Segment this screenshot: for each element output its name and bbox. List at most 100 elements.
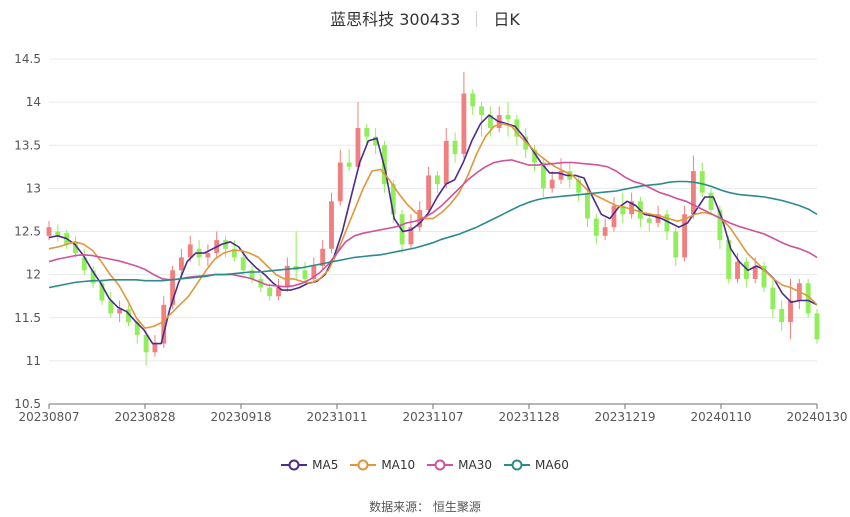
candle-body [602, 227, 608, 236]
ma-lines [48, 114, 818, 345]
candle-body [585, 192, 590, 219]
candle-body [346, 162, 352, 167]
candle-down [470, 89, 476, 116]
candle-up [629, 192, 635, 219]
legend-item-ma60[interactable]: MA60 [504, 458, 569, 472]
candle-up [117, 300, 123, 323]
candle-body [134, 322, 140, 335]
candle-body [117, 309, 123, 314]
candle-body [276, 287, 281, 297]
candle-body [373, 136, 379, 146]
legend-label: MA60 [535, 458, 569, 472]
candle-body [408, 227, 414, 245]
candle-body [593, 218, 599, 236]
legend-item-ma10[interactable]: MA10 [350, 458, 415, 472]
candle-up [355, 102, 361, 172]
legend: MA5 MA10 MA30 MA60 [0, 458, 850, 474]
legend-item-ma5[interactable]: MA5 [281, 458, 338, 472]
candle-up [443, 128, 449, 189]
candle-body [73, 241, 78, 254]
x-tick-label: 20230807 [18, 410, 79, 424]
candle-body [426, 175, 432, 210]
candle-body [461, 93, 467, 154]
candle-body [284, 266, 290, 288]
candle-down [126, 304, 131, 327]
candle-down [346, 149, 352, 172]
candle-down [708, 188, 714, 215]
candle-up [426, 166, 432, 215]
y-tick-label: 14.5 [14, 52, 41, 66]
candle-body [540, 162, 546, 189]
candle-body [99, 283, 105, 301]
candle-body [108, 300, 114, 314]
candle-down [646, 214, 652, 232]
candle-body [223, 240, 228, 249]
ma-line-ma10 [48, 122, 818, 329]
candle-down [90, 266, 96, 288]
x-tick-label: 20230918 [210, 410, 271, 424]
candle-up [161, 296, 167, 348]
candle-down [505, 102, 511, 137]
candle-down [699, 162, 705, 197]
candle-body [231, 248, 237, 258]
candle-body [126, 309, 131, 323]
candle-down [99, 278, 105, 305]
candle-down [240, 253, 246, 275]
candle-body [682, 214, 688, 258]
candle-down [743, 257, 749, 288]
candle-up [152, 335, 158, 357]
x-tick-label: 20240130 [786, 410, 847, 424]
candle-up [187, 235, 193, 262]
legend-item-ma30[interactable]: MA30 [427, 458, 492, 472]
candle-down [452, 132, 458, 163]
y-tick-label: 14 [26, 95, 41, 109]
candle-up [796, 278, 802, 310]
candle-down [302, 261, 308, 284]
candle-down [223, 235, 228, 258]
candle-down [814, 309, 820, 344]
candle-body [726, 240, 732, 279]
candle-down [620, 192, 626, 223]
y-tick-label: 10.5 [14, 397, 41, 411]
candle-down [673, 227, 679, 266]
legend-label: MA10 [381, 458, 416, 472]
candle-body [690, 171, 696, 215]
candle-body [814, 313, 820, 340]
candle-body [443, 140, 449, 185]
candle-down [267, 283, 273, 301]
candle-down [293, 231, 299, 279]
candle-up [496, 106, 502, 133]
candle-body [470, 93, 476, 107]
candle-down [779, 300, 785, 331]
candle-body [240, 257, 246, 271]
candle-body [302, 270, 308, 279]
candle-up [690, 155, 696, 219]
candle-body [452, 140, 458, 154]
candle-down [479, 102, 484, 137]
y-tick-label: 13 [26, 181, 41, 195]
candle-down [585, 188, 590, 228]
legend-marker [281, 459, 308, 471]
legend-label: MA5 [312, 458, 339, 472]
y-tick-label: 12.5 [14, 225, 41, 239]
candle-body [81, 257, 87, 271]
candle-up [337, 149, 343, 206]
period-label: 日K [493, 10, 520, 29]
y-tick-label: 11 [26, 354, 41, 368]
x-tick-label: 20231219 [594, 410, 655, 424]
candle-up [461, 71, 467, 159]
candle-down [770, 278, 776, 318]
candle-body [655, 214, 661, 223]
candle-body [576, 179, 582, 193]
ma-line-ma5 [48, 114, 818, 345]
x-tick-label: 20230828 [114, 410, 175, 424]
candle-up [788, 278, 793, 340]
x-tick-label: 20240110 [690, 410, 751, 424]
stock-name: 蓝思科技 300433 [330, 10, 461, 29]
candle-down [576, 175, 582, 202]
legend-marker [504, 459, 531, 471]
candle-body [170, 270, 176, 305]
x-tick-label: 20231011 [306, 410, 367, 424]
candle-body [673, 231, 679, 258]
candle-body [629, 201, 635, 215]
